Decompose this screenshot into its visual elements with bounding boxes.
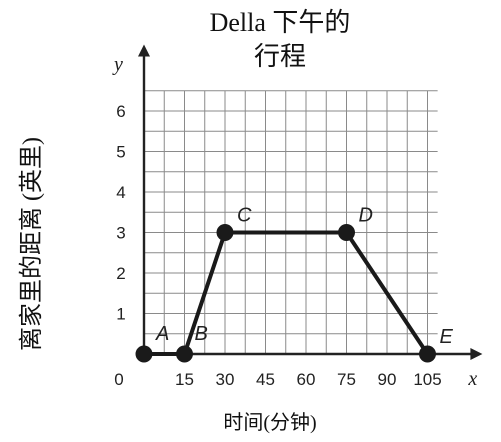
x-tick-label: 30 [216, 370, 235, 389]
point-e-label: E [440, 326, 454, 348]
y-tick-label: 1 [116, 305, 125, 324]
x-tick-label: 105 [413, 370, 441, 389]
point-c-marker [216, 224, 234, 241]
y-axis-name: y [112, 54, 123, 76]
y-tick-label: 4 [116, 183, 125, 202]
x-tick-label: 60 [297, 370, 316, 389]
chart-title: Della 下午的 行程 [180, 6, 380, 74]
y-axis-arrow [138, 44, 150, 57]
point-c-label: C [237, 205, 252, 227]
y-tick-label: 6 [116, 102, 125, 121]
point-e-marker [419, 345, 436, 363]
point-b-marker [176, 345, 193, 363]
y-tick-label: 5 [116, 143, 125, 162]
point-d-marker [338, 224, 355, 241]
x-axis-name: x [467, 368, 477, 390]
chart-title-line-2: 行程 [253, 42, 306, 71]
point-a-label: A [155, 323, 169, 345]
x-tick-label: 45 [256, 370, 275, 389]
y-tick-label: 3 [116, 224, 125, 243]
point-d-label: D [359, 205, 373, 227]
x-axis-arrow [470, 348, 483, 360]
x-axis-label: 时间(分钟) [223, 412, 317, 434]
x-tick-label: 90 [378, 370, 397, 389]
y-tick-label: 2 [116, 264, 125, 283]
point-b-label: B [195, 323, 208, 345]
x-tick-label: 15 [175, 370, 194, 389]
chart-title-line-1: Della 下午的 [209, 8, 351, 37]
point-a-marker [135, 345, 153, 363]
x-tick-label: 75 [337, 370, 356, 389]
x-tick-label: 0 [114, 370, 123, 389]
